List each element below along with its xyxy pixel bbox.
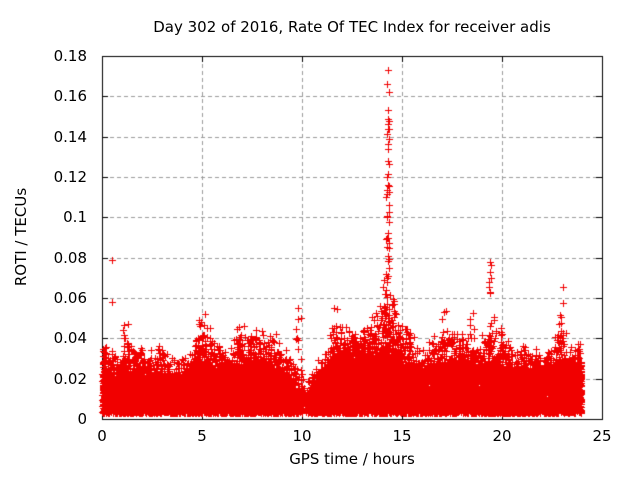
y-tick-label: 0.1 [63, 208, 87, 226]
x-tick-label: 10 [292, 427, 312, 445]
y-tick-label: 0.08 [53, 249, 87, 267]
y-tick-label: 0.18 [53, 47, 87, 65]
chart-title: Day 302 of 2016, Rate Of TEC Index for r… [153, 18, 551, 36]
x-tick-label: 0 [97, 427, 107, 445]
x-tick-label: 5 [197, 427, 207, 445]
y-tick-label: 0.14 [53, 128, 87, 146]
x-tick-label: 25 [592, 427, 612, 445]
y-tick-label: 0.02 [53, 370, 87, 388]
y-axis-label: ROTI / TECUs [12, 187, 30, 287]
y-tick-label: 0 [77, 410, 87, 428]
y-tick-label: 0.16 [53, 87, 87, 105]
y-tick-label: 0.04 [53, 329, 87, 347]
x-tick-label: 20 [492, 427, 512, 445]
y-tick-label: 0.12 [53, 168, 87, 186]
x-tick-label: 15 [392, 427, 412, 445]
x-axis-label: GPS time / hours [289, 450, 415, 468]
y-tick-label: 0.06 [53, 289, 87, 307]
